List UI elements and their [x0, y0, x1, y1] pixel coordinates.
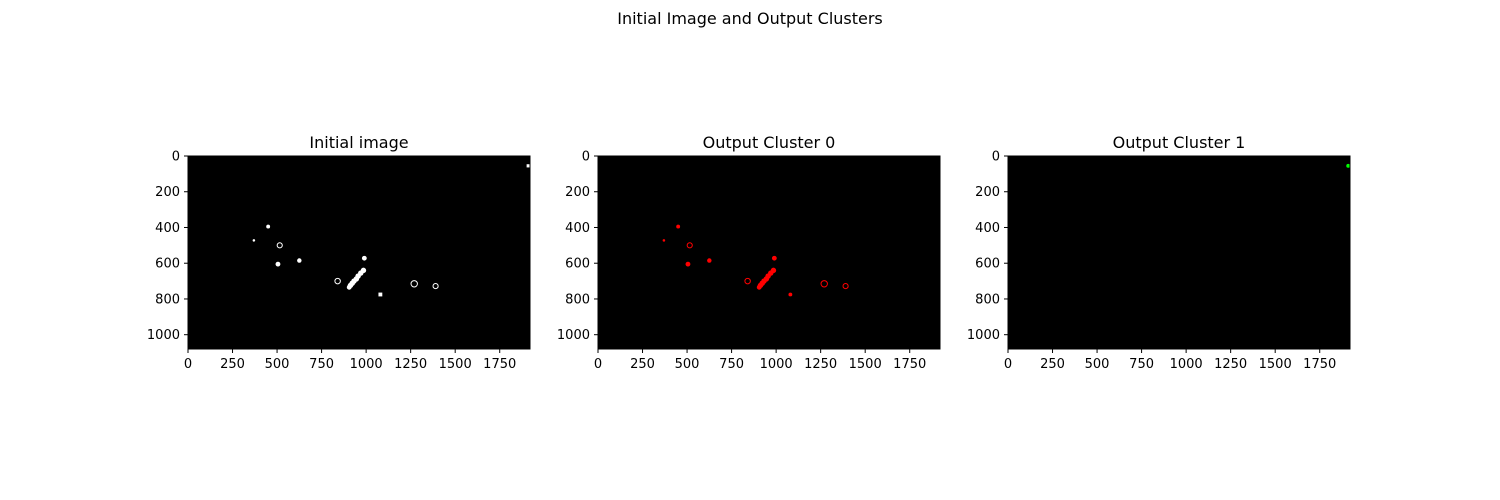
x-tick-label: 750 — [719, 357, 744, 372]
x-tick-label: 1500 — [439, 357, 472, 372]
x-tick-label: 500 — [675, 357, 700, 372]
y-tick-label: 1000 — [967, 328, 1000, 343]
data-point — [771, 255, 777, 261]
axes-frame — [187, 155, 531, 350]
data-point — [1346, 163, 1351, 168]
data-point — [820, 280, 828, 288]
subplot-0: Initial image 0 250 500 750 1000 1250 1500 1750 0… — [147, 133, 531, 372]
data-point — [432, 283, 439, 290]
x-tick-label: 0 — [184, 357, 192, 372]
y-tick-label: 800 — [565, 292, 590, 307]
data-point — [788, 292, 793, 297]
x-tick-label: 1000 — [1170, 357, 1203, 372]
x-tick-label: 500 — [265, 357, 290, 372]
y-tick-label: 1000 — [147, 328, 180, 343]
x-tick-label: 1250 — [804, 357, 837, 372]
data-point — [266, 224, 271, 229]
x-tick-label: 1500 — [1259, 357, 1292, 372]
data-point — [378, 292, 383, 297]
x-tick-label: 250 — [1040, 357, 1065, 372]
y-tick-label: 800 — [155, 292, 180, 307]
data-point — [410, 280, 418, 288]
y-tick-label: 200 — [565, 185, 590, 200]
data-point — [276, 242, 283, 249]
image-area — [188, 156, 530, 349]
axes-frame — [597, 155, 941, 350]
subplot-title: Output Cluster 0 — [703, 133, 836, 152]
data-point — [707, 258, 712, 263]
x-tick-label: 250 — [220, 357, 245, 372]
data-point — [744, 277, 751, 285]
x-tick-label: 500 — [1085, 357, 1110, 372]
x-tick-label: 1750 — [1303, 357, 1336, 372]
y-tick-label: 800 — [975, 292, 1000, 307]
subplot-title: Initial image — [309, 133, 408, 152]
data-point — [526, 164, 530, 168]
x-tick-label: 1000 — [350, 357, 383, 372]
data-point — [685, 261, 691, 267]
y-tick-label: 400 — [975, 221, 1000, 236]
data-point — [361, 255, 367, 261]
x-tick-label: 1750 — [893, 357, 926, 372]
y-tick-label: 200 — [155, 185, 180, 200]
x-tick-label: 0 — [594, 357, 602, 372]
y-tick-label: 600 — [975, 257, 1000, 272]
y-tick-label: 600 — [565, 257, 590, 272]
subplot-2: Output Cluster 1 0 250 500 750 1000 1250 1500 17… — [967, 133, 1351, 372]
data-point — [275, 261, 281, 267]
axes-frame — [1007, 155, 1351, 350]
x-tick-label: 1250 — [394, 357, 427, 372]
x-tick-label: 1000 — [760, 357, 793, 372]
subplot-1: Output Cluster 0 0 250 500 750 1000 1250 1500 17… — [557, 133, 941, 372]
image-area — [598, 156, 940, 349]
panels: Initial image 0 250 500 750 1000 1250 1500 1750 0… — [147, 133, 1351, 372]
y-tick-label: 1000 — [557, 328, 590, 343]
image-area — [1008, 156, 1350, 349]
data-point — [346, 284, 352, 290]
data-point — [252, 239, 256, 242]
subplot-title: Output Cluster 1 — [1113, 133, 1246, 152]
data-point — [842, 283, 849, 290]
data-point — [334, 277, 341, 285]
y-tick-label: 200 — [975, 185, 1000, 200]
y-tick-label: 400 — [565, 221, 590, 236]
data-point — [686, 242, 693, 249]
x-tick-label: 750 — [309, 357, 334, 372]
data-point — [756, 284, 762, 290]
x-tick-label: 750 — [1129, 357, 1154, 372]
data-point — [676, 224, 681, 229]
y-tick-label: 0 — [992, 150, 1000, 165]
y-tick-label: 0 — [582, 150, 590, 165]
x-tick-label: 250 — [630, 357, 655, 372]
y-tick-label: 400 — [155, 221, 180, 236]
figure-suptitle: Initial Image and Output Clusters — [617, 9, 883, 28]
y-tick-label: 600 — [155, 257, 180, 272]
data-point — [662, 239, 666, 242]
x-tick-label: 1500 — [849, 357, 882, 372]
x-tick-label: 0 — [1004, 357, 1012, 372]
y-tick-label: 0 — [172, 150, 180, 165]
x-tick-label: 1250 — [1214, 357, 1247, 372]
data-point — [297, 258, 302, 263]
x-tick-label: 1750 — [483, 357, 516, 372]
